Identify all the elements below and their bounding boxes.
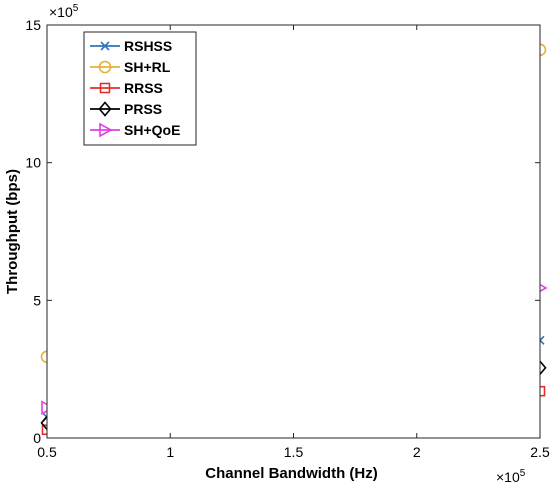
x-axis-title: Channel Bandwidth (Hz) bbox=[205, 465, 378, 482]
legend: RSHSS SH+RL RRSS PRSS SH+QoE bbox=[83, 31, 197, 146]
y-axis-title: Throughput (bps) bbox=[4, 169, 21, 294]
legend-entry-sh-rl: SH+RL bbox=[90, 59, 171, 75]
legend-entry-rrss: RRSS bbox=[90, 80, 163, 96]
legend-marker bbox=[98, 60, 112, 74]
legend-label: RSHSS bbox=[124, 38, 172, 54]
legend-marker bbox=[99, 82, 111, 94]
y-exponent-label: ×105 bbox=[49, 3, 79, 20]
x-tick-label: 1 bbox=[166, 444, 174, 460]
y-tick-label: 0 bbox=[33, 430, 41, 446]
legend-entry-sh-qoe: SH+QoE bbox=[90, 122, 180, 138]
x-tick-label: 0.5 bbox=[37, 444, 57, 460]
legend-marker bbox=[99, 122, 113, 138]
legend-label: RRSS bbox=[124, 80, 163, 96]
legend-entry-rshss: RSHSS bbox=[90, 38, 172, 54]
y-tick-label: 15 bbox=[25, 17, 41, 33]
legend-label: PRSS bbox=[124, 101, 162, 117]
x-tick-label: 2.5 bbox=[530, 444, 550, 460]
legend-label: SH+QoE bbox=[124, 122, 180, 138]
x-tick-label: 1.5 bbox=[284, 444, 304, 460]
legend-marker bbox=[98, 101, 112, 117]
legend-entry-prss: PRSS bbox=[90, 101, 162, 117]
x-exponent-label: ×105 bbox=[496, 468, 526, 485]
legend-label: SH+RL bbox=[124, 59, 171, 75]
legend-marker bbox=[100, 41, 110, 51]
x-tick-label: 2 bbox=[413, 444, 421, 460]
y-tick-label: 10 bbox=[25, 155, 41, 171]
y-tick-label: 5 bbox=[33, 292, 41, 308]
